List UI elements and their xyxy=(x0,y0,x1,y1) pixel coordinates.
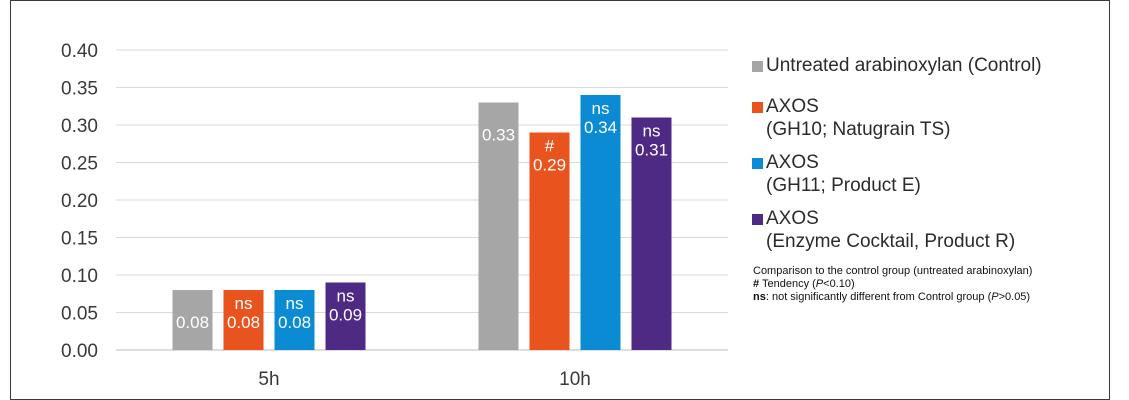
note-tendency-symbol: # xyxy=(753,278,760,290)
note-ns: ns: not significantly different from Con… xyxy=(753,291,1032,304)
bar-value-label: 0.08 xyxy=(227,313,260,332)
bar-significance-mark: ns xyxy=(286,294,304,313)
legend: Untreated arabinoxylan (Control) AXOS (GH… xyxy=(752,54,1112,263)
y-tick-label: 0.05 xyxy=(61,304,98,325)
bar xyxy=(172,290,213,350)
bar xyxy=(223,290,264,350)
note-comparison: Comparison to the control group (untreat… xyxy=(753,265,1033,277)
gridlines xyxy=(116,49,728,351)
y-tick-label: 0.00 xyxy=(61,341,98,362)
x-category-label: 10h xyxy=(559,369,591,390)
y-tick-label: 0.15 xyxy=(61,229,98,250)
note-ns-symbol: ns xyxy=(753,291,766,303)
legend-entry: Untreated arabinoxylan (Control) xyxy=(752,54,1112,77)
x-category-label: 5h xyxy=(258,369,279,390)
bar-value-label: 0.08 xyxy=(176,313,209,332)
bar-value-label: 0.34 xyxy=(584,118,617,137)
note-tendency: # Tendency (P<0.10) xyxy=(753,278,1032,291)
bar-significance-mark: ns xyxy=(643,122,661,141)
note-tendency-text: Tendency ( xyxy=(759,278,816,290)
bar-significance-mark: # xyxy=(545,137,555,156)
bar xyxy=(478,102,519,350)
y-tick-label: 0.35 xyxy=(61,79,98,100)
bar-significance-mark: ns xyxy=(592,99,610,118)
legend-label: AXOS (Enzyme Cocktail, Product R) xyxy=(766,208,1016,252)
bar-significance-mark: ns xyxy=(235,294,253,313)
bar-value-label: 0.33 xyxy=(482,126,515,145)
bar xyxy=(325,282,366,350)
bar xyxy=(529,132,570,350)
legend-label: Untreated arabinoxylan (Control) xyxy=(766,55,1042,76)
note-ns-threshold: >0.05) xyxy=(998,291,1031,303)
y-tick-label: 0.20 xyxy=(61,191,98,212)
bar xyxy=(580,95,621,350)
bar-value-label: 0.09 xyxy=(329,306,362,325)
legend-swatch xyxy=(752,61,763,72)
legend-swatch xyxy=(752,102,763,113)
legend-entry: AXOS (GH11; Product E) xyxy=(752,151,1112,197)
x-axis: 5h 10h xyxy=(258,369,590,390)
bar-value-label: 0.29 xyxy=(533,156,566,175)
bar-significance-mark: ns xyxy=(337,287,355,306)
y-tick-label: 0.25 xyxy=(61,154,98,175)
note-ns-text: : not significantly different from Contr… xyxy=(765,291,992,303)
y-tick-label: 0.40 xyxy=(61,41,98,62)
note-ns-p: P xyxy=(991,291,999,303)
legend-label: AXOS (GH10; Natugrain TS) xyxy=(766,96,951,140)
bar-value-label: 0.08 xyxy=(278,313,311,332)
y-tick-label: 0.10 xyxy=(61,266,98,287)
legend-swatch xyxy=(752,158,763,169)
legend-label: AXOS (GH11; Product E) xyxy=(766,152,921,196)
bar xyxy=(631,117,672,350)
legend-swatch xyxy=(752,214,763,225)
bar-value-label: 0.31 xyxy=(635,141,668,160)
legend-entry: AXOS (Enzyme Cocktail, Product R) xyxy=(752,207,1112,253)
y-axis: 0.00 0.05 0.10 0.15 0.20 0.25 0.30 0.35 0.40 xyxy=(61,41,98,362)
footnotes: Comparison to the control group (untreat… xyxy=(753,265,1032,304)
legend-entry: AXOS (GH10; Natugrain TS) xyxy=(752,95,1112,141)
note-tendency-threshold: <0.10) xyxy=(823,278,855,290)
bar xyxy=(274,290,315,350)
y-tick-label: 0.30 xyxy=(61,116,98,137)
note-tendency-p: P xyxy=(815,278,824,290)
bar-chart: 0.00 0.05 0.10 0.15 0.20 0.25 0.30 0.35 0.40 0.0… xyxy=(61,41,728,390)
